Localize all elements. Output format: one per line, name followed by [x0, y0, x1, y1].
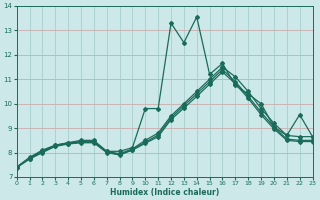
X-axis label: Humidex (Indice chaleur): Humidex (Indice chaleur)	[110, 188, 219, 197]
